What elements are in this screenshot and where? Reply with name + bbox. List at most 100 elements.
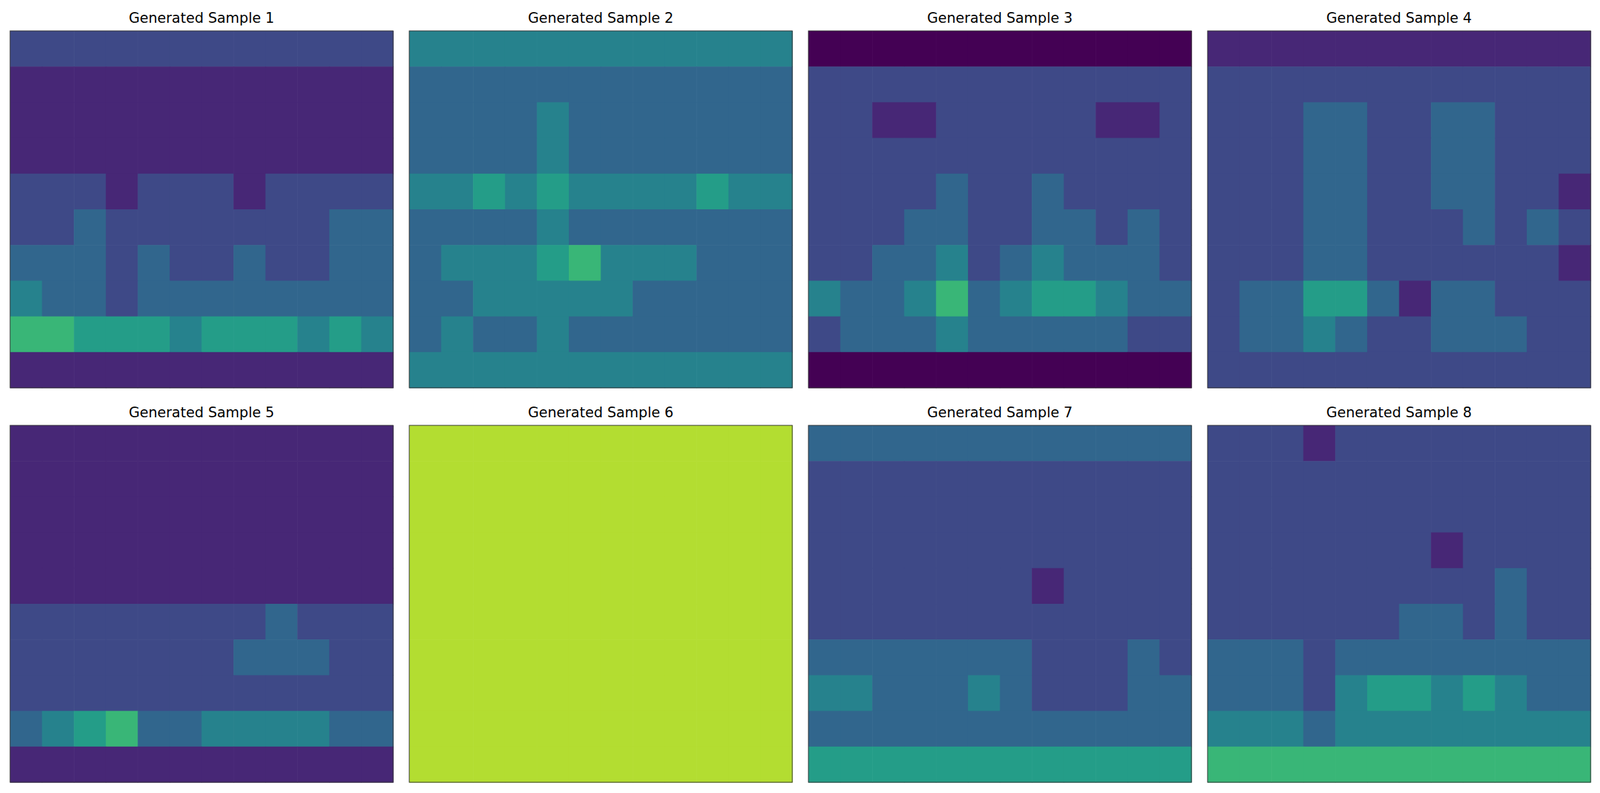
heatmap-cell bbox=[1159, 280, 1192, 317]
heatmap-cell bbox=[360, 603, 394, 640]
heatmap-cell bbox=[409, 460, 442, 498]
heatmap-cell bbox=[1558, 425, 1591, 462]
heatmap-cell bbox=[360, 244, 394, 282]
heatmap-cell bbox=[1159, 496, 1192, 533]
heatmap-cell bbox=[664, 425, 698, 462]
heatmap-cell bbox=[169, 30, 202, 68]
heatmap-cell bbox=[1159, 425, 1192, 462]
heatmap-cell bbox=[1367, 66, 1400, 103]
heatmap-cell bbox=[1031, 639, 1064, 676]
heatmap-cell bbox=[201, 280, 235, 317]
heatmap-cell bbox=[1399, 352, 1432, 389]
heatmap-cell bbox=[1127, 674, 1160, 712]
heatmap-cell bbox=[872, 532, 905, 569]
heatmap-cell bbox=[1430, 209, 1464, 246]
heatmap-cell bbox=[601, 66, 634, 103]
heatmap-cell bbox=[601, 496, 634, 533]
heatmap-cell bbox=[42, 425, 75, 462]
heatmap-cell bbox=[265, 101, 298, 139]
heatmap-cell bbox=[505, 173, 538, 210]
heatmap-cell bbox=[1095, 209, 1128, 246]
heatmap-cell bbox=[409, 66, 442, 103]
heatmap-cell bbox=[360, 138, 394, 175]
heatmap-cell bbox=[1127, 30, 1160, 68]
heatmap-cell bbox=[601, 639, 634, 676]
heatmap-cell bbox=[568, 66, 602, 103]
heatmap-cell bbox=[1031, 30, 1064, 68]
heatmap-cell bbox=[1526, 244, 1560, 282]
heatmap-cell bbox=[1159, 674, 1192, 712]
heatmap-cell bbox=[968, 138, 1001, 175]
heatmap-cell bbox=[1558, 209, 1591, 246]
heatmap-cell bbox=[1127, 101, 1160, 139]
heatmap-cell bbox=[632, 352, 665, 389]
heatmap-cell bbox=[728, 460, 761, 498]
heatmap-cell bbox=[472, 138, 506, 175]
heatmap-cell bbox=[1000, 173, 1033, 210]
heatmap-cell bbox=[1303, 352, 1336, 389]
heatmap-cell bbox=[1063, 316, 1097, 353]
heatmap-cell bbox=[968, 425, 1001, 462]
heatmap-cell bbox=[409, 138, 442, 175]
heatmap-cell bbox=[441, 30, 474, 68]
heatmap-cell bbox=[169, 101, 202, 139]
heatmap-cell bbox=[1399, 711, 1432, 748]
heatmap-cell bbox=[409, 352, 442, 389]
heatmap-cell bbox=[505, 101, 538, 139]
heatmap-cell bbox=[1127, 496, 1160, 533]
heatmap-cell bbox=[1239, 173, 1272, 210]
heatmap-cell bbox=[1031, 244, 1064, 282]
heatmap-cell bbox=[73, 496, 106, 533]
heatmap-cell bbox=[1271, 280, 1304, 317]
heatmap-cell bbox=[505, 674, 538, 712]
heatmap-cell bbox=[329, 425, 362, 462]
heatmap-cell bbox=[601, 244, 634, 282]
heatmap-cell bbox=[10, 209, 43, 246]
heatmap-cell bbox=[728, 352, 761, 389]
heatmap-cell bbox=[696, 30, 729, 68]
heatmap-cell bbox=[601, 138, 634, 175]
heatmap-cell bbox=[568, 425, 602, 462]
heatmap-cell bbox=[1303, 496, 1336, 533]
heatmap-cell bbox=[1494, 280, 1527, 317]
heatmap-cell bbox=[1494, 425, 1527, 462]
heatmap-cell bbox=[73, 30, 106, 68]
heatmap-cell bbox=[1271, 101, 1304, 139]
heatmap-cell bbox=[808, 568, 841, 605]
heatmap-cell bbox=[1271, 173, 1304, 210]
heatmap-cell bbox=[935, 746, 969, 783]
heatmap-cell bbox=[1095, 496, 1128, 533]
heatmap-cell bbox=[1000, 316, 1033, 353]
heatmap-cell bbox=[1031, 209, 1064, 246]
heatmap-cell bbox=[169, 711, 202, 748]
heatmap-cell bbox=[935, 138, 969, 175]
heatmap-cell bbox=[1430, 352, 1464, 389]
heatmap-cells bbox=[1207, 425, 1592, 783]
heatmap-cell bbox=[935, 639, 969, 676]
heatmap-cell bbox=[664, 316, 698, 353]
heatmap-cell bbox=[536, 209, 569, 246]
panel-frame bbox=[409, 425, 793, 783]
heatmap-cell bbox=[1031, 532, 1064, 569]
heatmap-cell bbox=[137, 711, 170, 748]
heatmap-cell bbox=[1526, 101, 1560, 139]
heatmap-cell bbox=[664, 280, 698, 317]
heatmap-cell bbox=[840, 316, 873, 353]
heatmap-cell bbox=[1159, 66, 1192, 103]
heatmap-cell bbox=[760, 30, 793, 68]
heatmap-cell bbox=[1430, 173, 1464, 210]
heatmap-cell bbox=[1303, 532, 1336, 569]
heatmap-cell bbox=[505, 209, 538, 246]
heatmap-cell bbox=[664, 209, 698, 246]
heatmap-cell bbox=[441, 460, 474, 498]
heatmap-cell bbox=[601, 532, 634, 569]
heatmap-cell bbox=[472, 425, 506, 462]
heatmap-cell bbox=[536, 496, 569, 533]
heatmap-cell bbox=[1207, 711, 1240, 748]
heatmap-cell bbox=[664, 138, 698, 175]
panel-frame bbox=[808, 425, 1192, 783]
heatmap-cell bbox=[297, 352, 330, 389]
heatmap-cell bbox=[1367, 244, 1400, 282]
heatmap-cell bbox=[904, 674, 937, 712]
heatmap-cell bbox=[632, 244, 665, 282]
